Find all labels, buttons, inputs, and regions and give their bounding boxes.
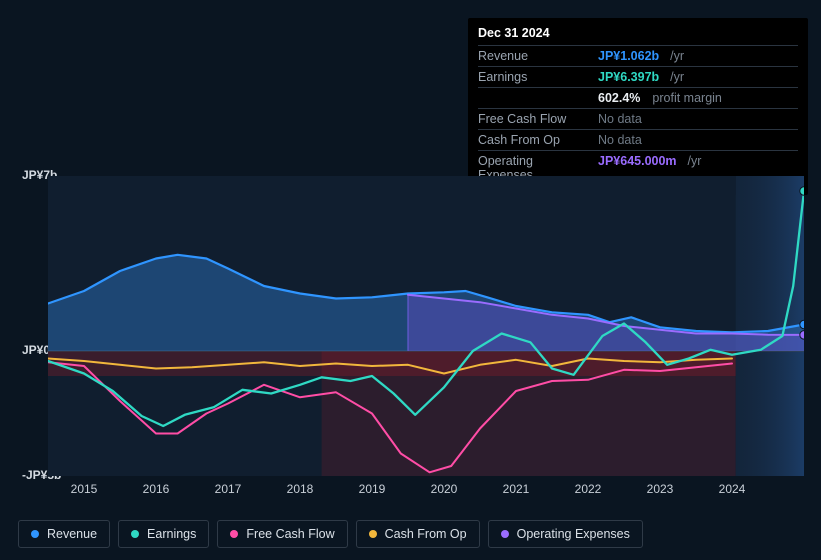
- tooltip-row: 602.4% profit margin: [478, 87, 798, 108]
- legend: Revenue Earnings Free Cash Flow Cash From O…: [18, 520, 643, 548]
- x-tick-label: 2022: [575, 482, 602, 496]
- tooltip-row-label: Revenue: [478, 49, 590, 63]
- legend-item-operating-expenses[interactable]: Operating Expenses: [488, 520, 643, 548]
- legend-dot-icon: [501, 530, 509, 538]
- tooltip-row-nodata: No data: [598, 133, 642, 147]
- legend-item-cash-from-op[interactable]: Cash From Op: [356, 520, 480, 548]
- tooltip-row-value: JP¥1.062b: [598, 49, 659, 63]
- x-tick-label: 2017: [215, 482, 242, 496]
- tooltip-row: Free Cash Flow No data: [478, 108, 798, 129]
- legend-item-label: Earnings: [147, 527, 196, 541]
- tooltip-row: Cash From Op No data: [478, 129, 798, 150]
- legend-item-label: Free Cash Flow: [246, 527, 334, 541]
- tooltip-row-label: Cash From Op: [478, 133, 590, 147]
- legend-dot-icon: [131, 530, 139, 538]
- x-tick-label: 2020: [431, 482, 458, 496]
- chart-area: JP¥7bJP¥0-JP¥5b 201520162017201820192020…: [18, 158, 804, 498]
- legend-item-label: Revenue: [47, 527, 97, 541]
- tooltip-row-nodata: No data: [598, 112, 642, 126]
- tooltip-row-unit: /yr: [670, 49, 684, 63]
- x-tick-label: 2023: [647, 482, 674, 496]
- legend-item-label: Cash From Op: [385, 527, 467, 541]
- x-tick-label: 2018: [287, 482, 314, 496]
- legend-dot-icon: [31, 530, 39, 538]
- tooltip-row: Revenue JP¥1.062b/yr: [478, 45, 798, 66]
- chart-plot: [48, 176, 804, 476]
- x-tick-label: 2015: [71, 482, 98, 496]
- x-tick-label: 2024: [719, 482, 746, 496]
- legend-item-revenue[interactable]: Revenue: [18, 520, 110, 548]
- tooltip-row-label: Free Cash Flow: [478, 112, 590, 126]
- legend-item-earnings[interactable]: Earnings: [118, 520, 209, 548]
- legend-item-free-cash-flow[interactable]: Free Cash Flow: [217, 520, 347, 548]
- tooltip-row-unit: /yr: [670, 70, 684, 84]
- x-tick-label: 2019: [359, 482, 386, 496]
- y-tick-label: JP¥0: [22, 343, 50, 357]
- tooltip-date: Dec 31 2024: [478, 26, 798, 45]
- legend-dot-icon: [230, 530, 238, 538]
- legend-item-label: Operating Expenses: [517, 527, 630, 541]
- tooltip-row-value: JP¥6.397b: [598, 70, 659, 84]
- tooltip-row-label: Earnings: [478, 70, 590, 84]
- tooltip-row-value: 602.4%: [598, 91, 640, 105]
- legend-dot-icon: [369, 530, 377, 538]
- tooltip-row: Earnings JP¥6.397b/yr: [478, 66, 798, 87]
- tooltip-row-note: profit margin: [652, 91, 721, 105]
- x-tick-label: 2016: [143, 482, 170, 496]
- x-axis: 2015 2016 2017 2018 2019 2020 2021 2022 2023 2024: [48, 482, 804, 498]
- x-tick-label: 2021: [503, 482, 530, 496]
